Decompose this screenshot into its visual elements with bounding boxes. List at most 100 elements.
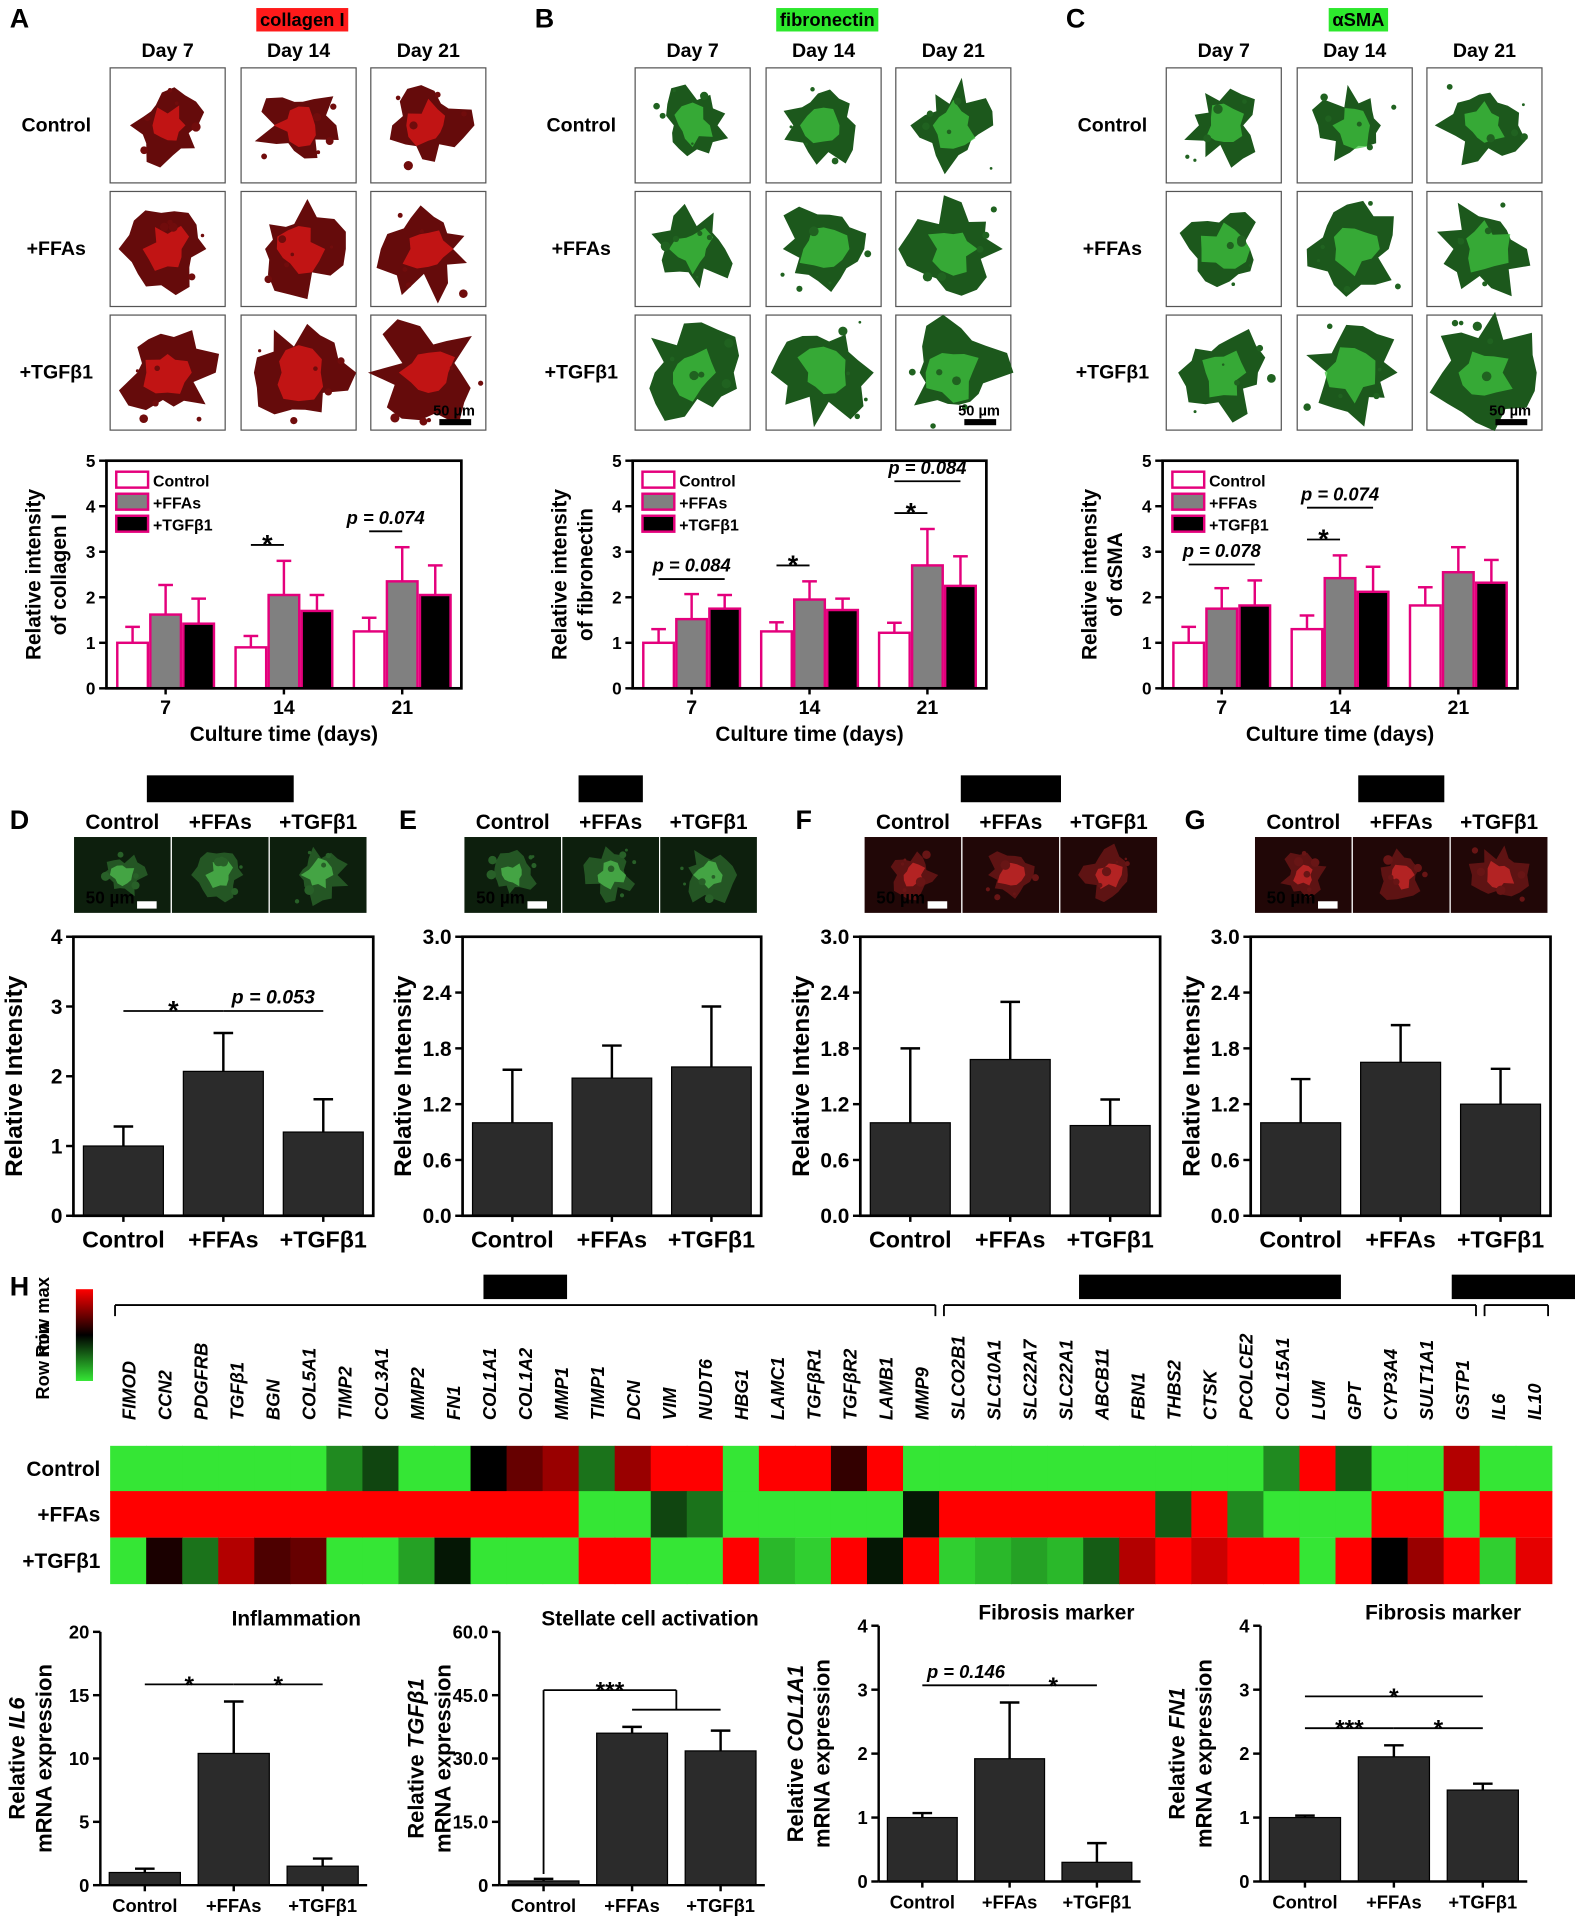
label-box — [1079, 1274, 1341, 1300]
row-label: +FFAs — [27, 238, 86, 260]
micrograph — [72, 835, 172, 915]
heatmap-cell — [1371, 1491, 1409, 1538]
bar — [286, 1865, 359, 1886]
cell-blob-core — [1332, 108, 1371, 150]
legend-swatch — [115, 470, 150, 489]
column-label: +TGFβ1 — [279, 811, 357, 834]
heatmap-cell — [398, 1491, 436, 1538]
micrograph — [765, 190, 882, 308]
speck — [922, 122, 930, 131]
speck — [1325, 115, 1332, 122]
speck — [660, 241, 671, 252]
gene-label: MMP9 — [911, 1366, 932, 1420]
y-tick-label: 1 — [86, 633, 96, 653]
legend-swatch — [641, 492, 676, 511]
row-label: +TGFβ1 — [20, 362, 94, 384]
y-tick-label: 1.8 — [820, 1038, 849, 1061]
speck — [316, 150, 321, 155]
speck — [290, 416, 298, 425]
column-label: Control — [476, 811, 550, 834]
heatmap-cell — [903, 1445, 940, 1493]
speck — [619, 893, 625, 898]
bar — [877, 631, 911, 690]
x-tick-label: Control — [82, 1227, 165, 1253]
bar — [197, 1752, 270, 1886]
heatmap-cell — [1191, 1445, 1228, 1493]
heatmap-cell — [434, 1491, 472, 1538]
panel-letter: D — [10, 805, 29, 835]
significance-label: * — [1389, 1684, 1399, 1711]
gene-label: IL6 — [1488, 1393, 1509, 1420]
y-axis-label: Relative intensity — [22, 489, 45, 660]
bar — [1408, 604, 1442, 690]
speck — [307, 850, 312, 855]
speck — [1256, 344, 1264, 352]
y-tick-label: 2 — [1239, 1743, 1249, 1764]
scale-bar-label: 50 µm — [876, 888, 925, 908]
gene-label: TGFβR2 — [839, 1348, 860, 1420]
cell-blob-core — [799, 107, 840, 144]
speck — [1519, 896, 1525, 902]
speck — [1310, 858, 1320, 867]
label-box — [1451, 1274, 1575, 1300]
stain-label: SLCO1B1 — [966, 778, 1056, 800]
micrograph-frame — [765, 67, 882, 184]
micrograph — [109, 67, 226, 184]
heatmap-cell — [866, 1491, 904, 1538]
speck — [1356, 121, 1362, 127]
speck — [1326, 323, 1333, 330]
heatmap-cell — [110, 1537, 147, 1585]
gene-name: FN1 — [1165, 1688, 1190, 1730]
speck — [831, 157, 839, 165]
cell-blob-core — [1202, 350, 1247, 398]
y-tick-label: 4 — [857, 1615, 868, 1636]
speck — [669, 356, 675, 362]
heatmap-cell — [1011, 1491, 1048, 1538]
cell-blob-core — [402, 230, 454, 269]
speck — [1368, 200, 1373, 206]
scale-bar — [1495, 419, 1528, 426]
y-tick-label: 3 — [857, 1679, 867, 1700]
gene-label: SLC10A1 — [983, 1340, 1004, 1421]
y-axis-label: mRNA expression — [810, 1659, 835, 1848]
heatmap-cell — [903, 1491, 940, 1538]
y-tick-label: 0 — [86, 678, 96, 698]
speck — [1303, 870, 1311, 878]
heatmap-cell — [975, 1491, 1012, 1538]
heatmap-cell — [218, 1537, 255, 1585]
micrograph — [1426, 311, 1543, 431]
speck — [290, 252, 295, 257]
gene-label: IL10 — [1524, 1383, 1545, 1421]
heatmap-cell — [254, 1491, 291, 1538]
significance-label: *** — [596, 1678, 625, 1705]
micrograph — [659, 835, 759, 915]
scale-bar-label: 50 µm — [1489, 403, 1531, 419]
heatmap-cell — [1299, 1537, 1337, 1585]
cell-blob-core — [597, 860, 627, 890]
y-tick-label: 2.4 — [1211, 982, 1240, 1005]
y-axis-label: Relative TGFβ1 — [403, 1678, 428, 1839]
x-tick-label: +FFAs — [188, 1227, 258, 1253]
cell-blob-core — [1200, 222, 1251, 269]
speck — [1413, 863, 1422, 873]
x-tick-label: Control — [1259, 1227, 1342, 1253]
scale-bar — [1318, 901, 1338, 909]
y-tick-label: 3 — [86, 542, 96, 562]
speck — [405, 282, 412, 288]
x-tick-label: Control — [869, 1227, 952, 1253]
speck — [721, 378, 732, 389]
speck — [461, 110, 467, 117]
bar — [1260, 1122, 1342, 1217]
heatmap-cell — [506, 1537, 544, 1585]
column-label: +TGFβ1 — [1460, 811, 1538, 834]
speck — [196, 416, 202, 422]
speck — [159, 222, 169, 232]
gene-label: TGFβ1 — [227, 1362, 248, 1420]
speck — [213, 857, 223, 867]
speck — [1446, 83, 1453, 90]
y-axis-label-text: Relative Intensity — [1, 975, 28, 1177]
y-tick-label: 2 — [857, 1743, 867, 1764]
heatmap-cell — [1119, 1445, 1156, 1493]
row-label: Control — [26, 1458, 100, 1481]
speck — [278, 235, 287, 244]
